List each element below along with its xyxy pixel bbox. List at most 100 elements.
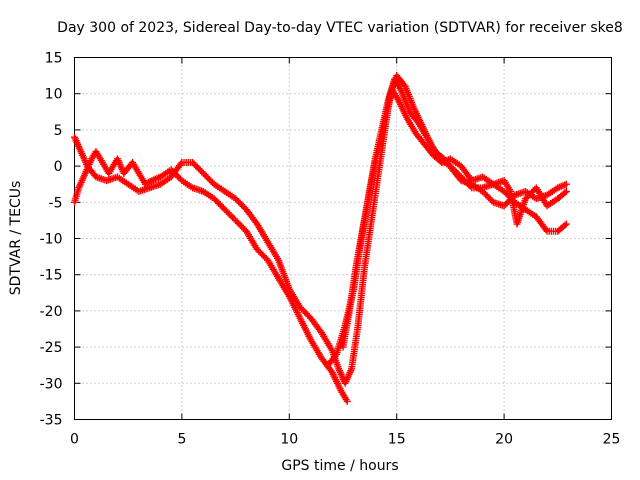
data-point [480,189,488,197]
x-tick-label: 10 [280,432,298,448]
data-point [528,188,536,196]
data-point [562,220,570,228]
data-point [216,201,224,209]
data-point [261,253,269,261]
x-tick-label: 25 [603,432,621,448]
data-point [483,192,491,200]
data-point [146,177,154,185]
data-point [199,169,207,177]
data-point [502,200,510,208]
data-point [221,206,229,214]
data-point [193,163,201,171]
data-point [232,216,240,224]
data-point [525,192,533,200]
data-point [204,174,212,182]
data-point [169,167,177,175]
data-point [500,187,508,195]
data-point [299,306,307,314]
data-point [503,191,511,199]
data-point [219,204,227,212]
y-tick-label: 5 [54,123,63,139]
series-track-a [71,72,570,387]
data-point [206,176,214,184]
data-point [479,187,487,195]
data-point [227,212,235,220]
data-point [343,397,351,405]
data-point [235,220,243,228]
data-point [331,352,339,360]
data-point [523,193,531,201]
y-tick-label: 15 [45,51,63,67]
data-point [522,195,530,203]
data-point [253,245,261,253]
data-point [202,172,210,180]
data-point [225,210,233,218]
data-point [562,180,570,188]
data-point [239,202,247,210]
data-point [482,191,490,199]
data-point [232,195,240,203]
data-point [212,196,220,204]
series-track-b [71,148,351,405]
x-tick-label: 15 [388,432,406,448]
data-point [561,189,569,197]
data-point [526,190,534,198]
data-point [255,247,263,255]
x-tick-label: 0 [70,432,79,448]
data-point [304,311,312,319]
data-point [218,202,226,210]
data-point [233,218,241,226]
data-point [207,177,215,185]
y-tick-label: -35 [40,413,63,429]
data-point [236,221,244,229]
data-point [215,199,223,207]
y-tick-label: -30 [40,376,63,392]
data-point [258,250,266,258]
data-point [485,194,493,202]
data-point [302,309,310,317]
data-series [71,72,570,405]
data-point [222,207,230,215]
data-point [192,162,200,170]
y-tick-label: 10 [45,87,63,103]
y-tick-label: -25 [40,340,63,356]
data-point [400,81,408,89]
plot-frame [74,57,612,420]
data-point [177,160,185,168]
y-tick-labels: -35 -30 -25 -20 -15 -10 -5 0 5 10 15 [40,51,63,429]
x-tick-label: 5 [177,432,186,448]
data-point [298,305,306,313]
data-point [561,221,569,229]
data-point [259,252,267,260]
data-point [170,169,178,177]
chart-title: Day 300 of 2023, Sidereal Day-to-day VTE… [57,20,623,36]
y-tick-label: -15 [40,268,63,284]
data-point [503,199,511,207]
series-track-d [324,86,570,369]
data-point [301,308,309,316]
data-point [196,166,204,174]
data-point [233,196,241,204]
y-tick-label: -20 [40,304,63,320]
y-tick-label: -10 [40,232,63,248]
data-point [230,215,238,223]
data-point [198,168,206,176]
x-tick-labels: 0 5 10 15 20 25 [70,432,620,448]
data-point [190,160,198,168]
data-point [542,226,550,234]
data-point [562,187,570,195]
data-point [238,223,246,231]
x-tick-label: 20 [495,432,513,448]
data-point [175,173,183,181]
data-point [173,172,181,180]
data-point [210,195,218,203]
y-tick-label: -5 [49,195,63,211]
data-point [172,170,180,178]
data-point [486,195,494,203]
x-axis-label: GPS time / hours [281,458,398,474]
data-point [235,198,243,206]
grid-lines [74,57,612,420]
data-point [236,199,244,207]
y-axis-label: SDTVAR / TECUs [8,181,24,296]
